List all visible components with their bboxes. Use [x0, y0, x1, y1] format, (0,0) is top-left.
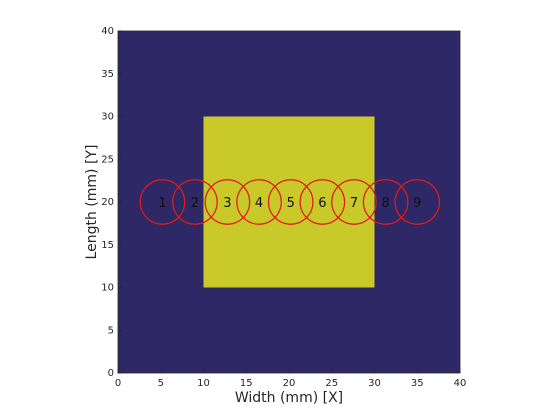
y-tick-label-35: 35 — [101, 69, 114, 80]
circle-marker-7 — [331, 179, 377, 225]
circle-marker-1 — [139, 179, 186, 225]
x-tick-label-20: 20 — [283, 378, 296, 389]
circle-marker-6 — [299, 179, 346, 225]
circle-label-2: 2 — [191, 196, 199, 211]
y-tick-label-25: 25 — [101, 154, 114, 165]
circle-label-8: 8 — [381, 196, 389, 211]
y-tick-label-0: 0 — [108, 368, 114, 379]
x-axis-ticks: 0 5 10 15 20 25 30 35 40 — [115, 369, 467, 389]
highlight-region-1 — [203, 116, 375, 288]
y-tick-label-40: 40 — [101, 26, 114, 37]
circle-label-1: 1 — [158, 196, 166, 211]
y-axis-ticks: 0 5 10 15 20 25 30 35 40 — [101, 26, 122, 379]
y-tick-label-5: 5 — [108, 325, 114, 336]
plot-layer: 1 2 3 4 5 6 7 8 9 — [117, 30, 461, 374]
circle-marker-4 — [236, 179, 282, 225]
x-tick-label-35: 35 — [411, 378, 424, 389]
circle-label-4: 4 — [255, 196, 263, 211]
circle-label-3: 3 — [223, 196, 231, 211]
circle-marker-9 — [394, 179, 441, 225]
y-tick-label-20: 20 — [101, 197, 114, 208]
circle-label-9: 9 — [413, 196, 421, 211]
y-tick-label-30: 30 — [101, 112, 114, 123]
x-tick-label-30: 30 — [368, 378, 381, 389]
y-tick-label-15: 15 — [101, 240, 114, 251]
x-tick-label-25: 25 — [325, 378, 338, 389]
circle-marker-3 — [204, 179, 251, 225]
circle-marker-5 — [267, 179, 314, 225]
x-tick-label-40: 40 — [454, 378, 467, 389]
x-axis-label: Width (mm) [X] — [235, 390, 343, 406]
y-tick-label-10: 10 — [101, 283, 114, 294]
circle-label-5: 5 — [287, 196, 295, 211]
x-tick-label-10: 10 — [197, 378, 210, 389]
circle-label-6: 6 — [318, 196, 326, 211]
circle-label-7: 7 — [350, 196, 358, 211]
circle-marker-8 — [362, 179, 409, 225]
x-tick-label-0: 0 — [115, 378, 121, 389]
x-tick-label-5: 5 — [158, 378, 164, 389]
circle-marker-2 — [172, 179, 218, 225]
x-tick-label-15: 15 — [240, 378, 253, 389]
y-axis-label: Length (mm) [Y] — [84, 145, 100, 260]
